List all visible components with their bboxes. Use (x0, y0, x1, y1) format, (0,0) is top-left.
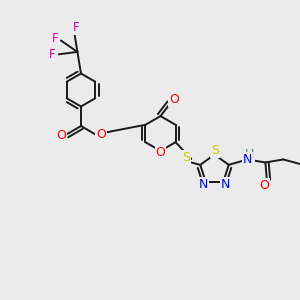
Text: F: F (52, 32, 59, 46)
Text: N: N (243, 153, 252, 166)
Text: H: H (245, 148, 254, 161)
Text: O: O (156, 146, 165, 159)
Text: S: S (182, 151, 190, 164)
Text: O: O (260, 179, 269, 192)
Text: N: N (221, 178, 230, 190)
Text: O: O (169, 93, 178, 106)
Text: F: F (73, 21, 79, 34)
Text: N: N (199, 178, 208, 190)
Text: O: O (56, 129, 66, 142)
Text: S: S (212, 144, 219, 158)
Text: F: F (49, 48, 56, 61)
Text: O: O (96, 128, 106, 142)
